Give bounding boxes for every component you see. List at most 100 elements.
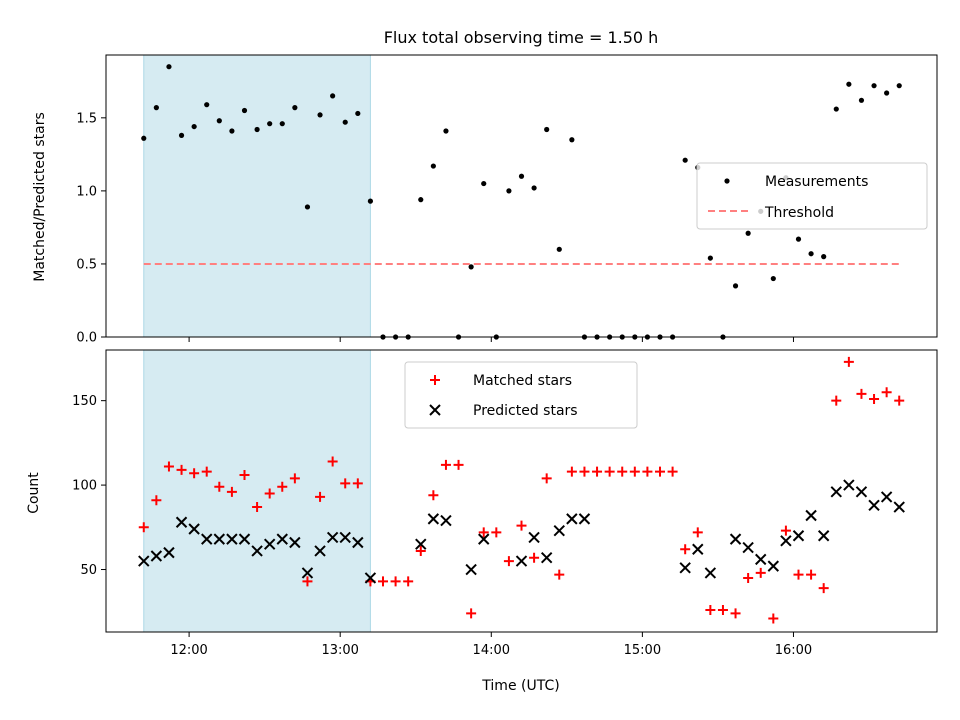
matched-stars-point [705,605,716,616]
matched-stars-point [163,461,174,472]
top-axes-frame [105,54,938,338]
matched-stars-point [189,468,200,479]
bottom-y-tick-label: 100 [72,479,97,494]
measurement-point [821,254,827,260]
matched-stars-point [201,466,212,477]
measurement-point [770,275,776,282]
measurement-point [204,102,210,108]
matched-stars-point [428,490,439,501]
matched-stars-point [869,393,880,404]
matched-stars-point [780,525,791,536]
measurement-point [229,128,235,134]
predicted-stars-point [175,516,188,528]
predicted-stars-point [566,513,578,525]
predicted-stars-point [364,572,377,584]
matched-stars-point [768,613,779,624]
matched-stars-point [743,572,754,583]
matched-stars-point [491,527,502,538]
matched-stars-point [730,608,741,619]
predicted-stars-point [692,543,704,555]
matched-stars-point [529,552,540,563]
predicted-stars-point [339,531,351,544]
legend-threshold-label: Threshold [764,205,834,221]
matched-stars-point [717,605,728,616]
measurement-point [279,121,285,127]
matched-stars-point [541,473,552,484]
matched-stars-point [554,569,565,580]
legend-box [696,162,928,230]
bottom-y-axis-label: Count [26,472,42,514]
measurement-point [367,198,374,204]
predicted-stars-point [226,533,238,545]
measurement-point [216,118,222,124]
matched-stars-point [466,608,477,619]
predicted-stars-point [893,501,905,513]
top-y-tick-label: 0.0 [76,331,97,346]
matched-stars-point [403,576,414,587]
matched-stars-point [151,495,162,506]
bottom-shaded-span [143,349,371,633]
top-shaded-span [143,54,371,338]
predicted-stars-point [528,531,540,544]
measurement-point [795,236,802,242]
matched-stars-point [843,356,854,367]
measurement-point [846,81,852,87]
measurement-point [556,246,562,252]
predicted-stars-point [352,536,364,549]
legend-measurements-label: Measurements [765,174,868,190]
x-axis-label: Time (UTC) [481,678,559,694]
predicted-stars-point [830,486,842,498]
predicted-stars-point [326,531,339,544]
matched-stars-point [340,478,351,489]
measurement-point [153,105,159,111]
predicted-stars-point [742,541,754,554]
predicted-stars-point [805,509,817,522]
bottom-y-tick-label: 50 [80,563,97,578]
matched-stars-point [566,466,577,477]
matched-stars-point [378,576,388,587]
x-tick-label: 12:00 [170,643,207,658]
matched-stars-point [289,473,300,484]
matched-stars-point [138,522,149,533]
predicted-stars-point [780,535,792,547]
measurement-point [858,97,865,103]
predicted-stars-point [679,562,691,574]
predicted-stars-point [163,546,175,559]
matched-stars-point [680,544,691,555]
measurement-point [468,264,474,270]
measurement-point [732,283,739,289]
predicted-stars-point [868,499,880,512]
measurement-point [443,128,449,134]
matched-stars-point [793,569,804,580]
legend-matched-marker [430,375,440,385]
predicted-stars-point [478,533,490,545]
predicted-stars-point [415,538,427,550]
predicted-stars-point [465,563,477,576]
matched-stars-point [579,466,590,477]
measurement-point [304,204,311,210]
matched-stars-point [226,486,237,497]
chart-title: Flux total observing time = 1.50 h [384,28,659,47]
measurement-point [292,105,298,111]
matched-stars-point [806,569,817,580]
predicted-stars-point [553,524,565,537]
measurement-point [531,185,537,191]
matched-stars-point [415,545,426,556]
matched-stars-point [856,388,867,399]
top-panel: 0.0 0.5 1.0 1.5 Measurements Threshold [76,54,938,346]
predicted-stars-point [201,533,213,545]
x-tick-label: 13:00 [321,643,358,658]
predicted-stars-point [855,486,868,498]
measurement-point [682,157,688,163]
matched-stars-point [327,456,338,467]
x-tick-label: 14:00 [473,643,510,658]
matched-stars-point [302,576,313,587]
top-y-axis-label: Matched/Predicted stars [32,112,48,282]
predicted-stars-point [276,533,288,545]
measurement-point [884,90,890,96]
matched-stars-point [390,576,401,587]
predicted-stars-point [238,533,251,545]
predicted-stars-point [704,567,717,579]
matched-stars-point [516,520,527,531]
